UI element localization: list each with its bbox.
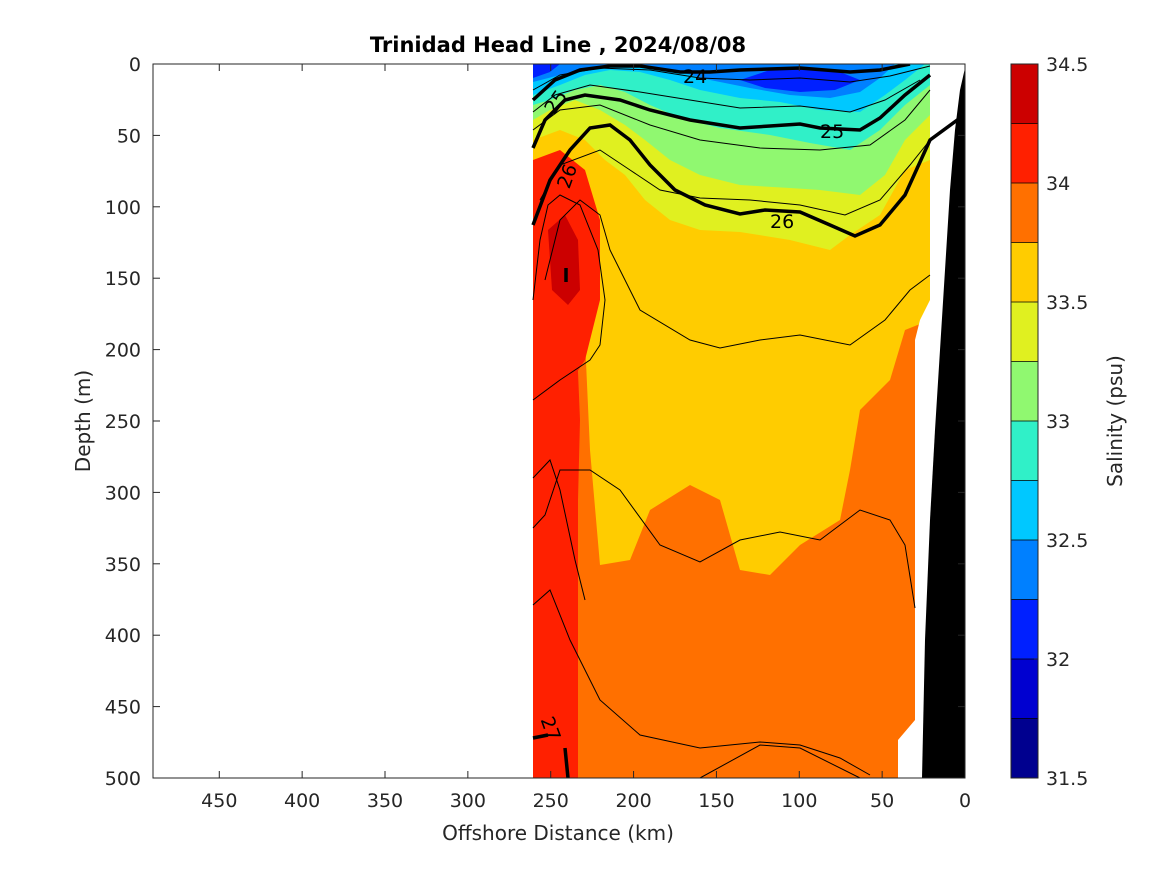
colorbar-tick-label-3: 33 bbox=[1046, 411, 1070, 433]
colorbar-swatch-2 bbox=[1011, 599, 1038, 659]
contour-25 bbox=[531, 73, 932, 149]
y-tick-label-10: 500 bbox=[105, 768, 141, 790]
y-tick-label-1: 50 bbox=[117, 125, 141, 147]
y-tick-label-3: 150 bbox=[105, 268, 141, 290]
colorbar-swatch-11 bbox=[1011, 64, 1038, 124]
contour-labels: 24 25 26 26 25 27 bbox=[536, 66, 845, 744]
x-tick-label-1: 400 bbox=[284, 790, 320, 812]
contour-thin-4 bbox=[539, 139, 931, 216]
contour-26 bbox=[531, 116, 962, 238]
y-tick-label-0: 0 bbox=[129, 54, 141, 76]
contour-thin-10 bbox=[699, 744, 861, 778]
y-tick-label-2: 100 bbox=[105, 197, 141, 219]
colorbar-swatch-7 bbox=[1011, 302, 1038, 362]
colorbar-swatch-8 bbox=[1011, 242, 1038, 302]
density-contours bbox=[531, 64, 962, 778]
colorbar-swatch-5 bbox=[1011, 421, 1038, 481]
salinity-band-blue-east bbox=[740, 68, 860, 92]
contour-24 bbox=[531, 64, 911, 102]
y-axis-label: Depth (m) bbox=[71, 370, 95, 472]
colorbar-swatch-6 bbox=[1011, 361, 1038, 421]
contour-thin-7 bbox=[532, 469, 916, 609]
colorbar-swatch-10 bbox=[1011, 123, 1038, 183]
chart-title: Trinidad Head Line , 2024/08/08 bbox=[370, 33, 746, 57]
bathymetry bbox=[922, 68, 965, 778]
colorbar-tick-label-6: 34.5 bbox=[1046, 54, 1088, 76]
contour-label-26: 26 bbox=[770, 211, 794, 233]
y-tick-label-8: 400 bbox=[105, 625, 141, 647]
contour-thin-9 bbox=[532, 459, 586, 601]
colorbar-label: Salinity (psu) bbox=[1103, 355, 1127, 487]
y-tick-label-6: 300 bbox=[105, 482, 141, 504]
contour-thin-2 bbox=[532, 79, 921, 113]
x-tick-label-3: 300 bbox=[450, 790, 486, 812]
colorbar-tick-label-1: 32 bbox=[1046, 649, 1070, 671]
colorbar-swatch-9 bbox=[1011, 183, 1038, 243]
salinity-field bbox=[533, 64, 965, 778]
contour-thin-1 bbox=[532, 65, 931, 91]
colorbar bbox=[1010, 63, 1039, 779]
colorbar-swatch-3 bbox=[1011, 540, 1038, 600]
contour-thin-5 bbox=[544, 199, 931, 349]
colorbar-tick-label-0: 31.5 bbox=[1046, 768, 1088, 790]
y-tick-label-4: 200 bbox=[105, 340, 141, 362]
salinity-band-blue bbox=[533, 64, 560, 78]
x-tick-label-6: 150 bbox=[698, 790, 734, 812]
colorbar-tick-label-2: 32.5 bbox=[1046, 530, 1088, 552]
contour-thin-8 bbox=[532, 589, 871, 776]
x-tick-label-4: 250 bbox=[533, 790, 569, 812]
x-axis-label: Offshore Distance (km) bbox=[442, 821, 674, 845]
x-tick-label-7: 100 bbox=[781, 790, 817, 812]
y-axis-ticks: 0 50 100 150 200 250 300 350 400 450 500 bbox=[105, 54, 965, 790]
x-tick-label-2: 350 bbox=[367, 790, 403, 812]
y-tick-label-9: 450 bbox=[105, 697, 141, 719]
contour-thin-6 bbox=[532, 194, 606, 401]
contour-label-25: 25 bbox=[820, 121, 844, 143]
contour-label-24: 24 bbox=[683, 66, 707, 88]
colorbar-swatch-0 bbox=[1011, 718, 1038, 778]
y-tick-label-7: 350 bbox=[105, 554, 141, 576]
colorbar-swatch-4 bbox=[1011, 480, 1038, 540]
colorbar-ticks: 31.5 32 32.5 33 33.5 34 34.5 bbox=[1034, 54, 1088, 790]
x-tick-label-5: 200 bbox=[615, 790, 651, 812]
x-tick-label-8: 50 bbox=[870, 790, 894, 812]
contour-27 bbox=[532, 733, 570, 778]
colorbar-tick-label-5: 34 bbox=[1046, 173, 1070, 195]
y-tick-label-5: 250 bbox=[105, 411, 141, 433]
x-tick-label-0: 450 bbox=[201, 790, 237, 812]
x-tick-label-9: 0 bbox=[959, 790, 971, 812]
colorbar-tick-label-4: 33.5 bbox=[1046, 292, 1088, 314]
colorbar-swatch-1 bbox=[1011, 659, 1038, 719]
contour-thin-3 bbox=[532, 89, 931, 151]
x-axis-ticks: 450 400 350 300 250 200 150 100 50 0 bbox=[201, 64, 971, 812]
